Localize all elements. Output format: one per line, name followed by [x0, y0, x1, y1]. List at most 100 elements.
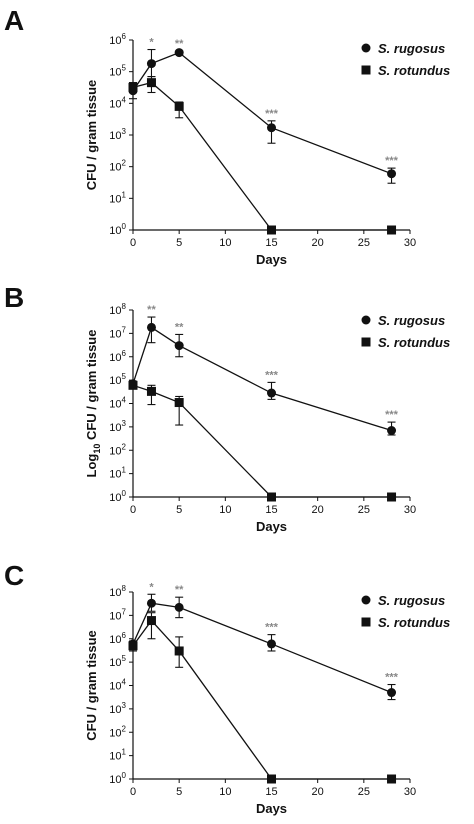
- panel-b-y-tick-base: 10: [109, 328, 121, 340]
- panel-c-y-tick-base: 10: [109, 657, 121, 669]
- panel-b-y-tick-base: 10: [109, 305, 121, 317]
- panel-a-y-tick-exponent: 4: [122, 95, 127, 104]
- panel-c-y-tick-exponent: 7: [122, 607, 127, 616]
- panel-b-y-tick-exponent: 5: [122, 372, 127, 381]
- panel-b-series-rugosus-line: [132, 326, 392, 432]
- panel-b-y-tick-base: 10: [109, 445, 121, 457]
- panel-a-y-axis-label: CFU / gram tissue: [84, 80, 99, 191]
- panel-c-letter: C: [4, 560, 24, 591]
- panel-b-series-rotundus-point: [267, 492, 276, 502]
- panel-c-legend-label: S. rotundus: [378, 615, 450, 630]
- panel-c-x-axis-label: Days: [256, 801, 287, 816]
- panel-a-series-rotundus-point: [174, 101, 184, 111]
- panel-c-y-tick-label: 100: [109, 771, 126, 786]
- panel-a-y-tick-label: 106: [109, 32, 126, 47]
- panel-b-y-tick-exponent: 6: [122, 349, 127, 358]
- panel-c-y-tick-label: 107: [109, 607, 126, 622]
- panel-b-x-axis-label: Days: [256, 519, 287, 534]
- panel-c-y-tick-base: 10: [109, 774, 121, 786]
- panel-b-series-rotundus-line: [132, 384, 392, 498]
- panel-c-y-tick-base: 10: [109, 681, 121, 693]
- panel-a-series-rotundus-line: [132, 81, 392, 231]
- panel-a-x-tick-label: 30: [404, 237, 416, 249]
- panel-b-y-tick-exponent: 8: [122, 302, 127, 311]
- panel-b-y-tick-label: 104: [109, 396, 126, 411]
- panel-b-significance-label: ***: [265, 369, 279, 381]
- panel-b-y-tick-base: 10: [109, 352, 121, 364]
- panel-b-x-tick-label: 0: [130, 504, 136, 516]
- panel-c-y-tick-label: 104: [109, 678, 126, 693]
- panel-a-legend-marker-rugosus: [361, 43, 371, 53]
- panel-b-legend-marker-rotundus: [361, 337, 371, 347]
- panel-b-y-tick-base: 10: [109, 399, 121, 411]
- panel-a-significance-label: *: [149, 37, 154, 49]
- panel-c-y-tick-label: 101: [109, 748, 126, 763]
- panel-a-letter: A: [4, 5, 24, 36]
- panel-c-y-tick-base: 10: [109, 727, 121, 739]
- panel-c-y-tick-exponent: 1: [122, 748, 127, 757]
- panel-a-y-tick-exponent: 5: [122, 64, 127, 73]
- panel-b-series-rotundus-point: [146, 386, 156, 396]
- panel-c-series-rugosus-point: [267, 639, 276, 649]
- panel-c-y-tick-label: 103: [109, 701, 126, 716]
- panel-a-x-tick-label: 20: [312, 237, 324, 249]
- panel-b-y-tick-base: 10: [109, 422, 121, 434]
- panel-a-legend-marker-rotundus: [361, 65, 371, 75]
- panel-c-x-tick-label: 30: [404, 786, 416, 798]
- panel-b-y-tick-label: 103: [109, 419, 126, 434]
- panel-a-y-tick-base: 10: [109, 67, 121, 79]
- panel-b-y-tick-label: 102: [109, 442, 126, 457]
- panel-b-significance-label: **: [175, 321, 184, 333]
- panel-b-x-tick-label: 25: [358, 504, 370, 516]
- panel-c-significance-label: **: [175, 584, 184, 596]
- panel-c-series-rotundus-point: [387, 774, 397, 784]
- panel-c-y-tick-label: 108: [109, 584, 126, 599]
- panel-a-y-tick-exponent: 3: [122, 127, 127, 136]
- panel-a-y-tick-exponent: 0: [122, 222, 127, 231]
- panel-b-x-tick-label: 5: [176, 504, 182, 516]
- panel-a-legend-label: S. rugosus: [378, 41, 445, 56]
- panel-c-series-rotundus-point: [267, 774, 276, 784]
- panel-c-y-tick-exponent: 8: [122, 584, 127, 593]
- panel-a-series-rugosus-point: [174, 48, 184, 58]
- panel-b-series-rotundus-point: [387, 492, 397, 502]
- panel-a-series-rugosus-point: [387, 169, 397, 179]
- panel-b-y-tick-label: 108: [109, 302, 126, 317]
- panel-a-y-tick-exponent: 6: [122, 32, 127, 41]
- panel-b-legend-marker-rugosus: [361, 315, 371, 325]
- panel-b-series-rugosus-point: [267, 388, 276, 398]
- panel-c-x-tick-label: 0: [130, 786, 136, 798]
- panel-c-y-tick-label: 106: [109, 631, 126, 646]
- panel-a-y-tick-base: 10: [109, 193, 121, 205]
- panel-c-y-tick-base: 10: [109, 610, 121, 622]
- panel-b-series-rotundus-point: [174, 398, 184, 408]
- panel-c-legend-marker-rugosus: [361, 595, 371, 605]
- panel-c-legend-label: S. rugosus: [378, 593, 445, 608]
- panel-b-x-tick-label: 20: [312, 504, 324, 516]
- panel-a-y-tick-label: 102: [109, 159, 126, 174]
- panel-b-letter: B: [4, 282, 24, 313]
- panel-c-y-tick-exponent: 4: [122, 678, 127, 687]
- panel-b-y-axis-label-pre: Log: [84, 454, 99, 478]
- panel-b-significance-label: ***: [385, 409, 399, 421]
- panel-a-x-tick-label: 0: [130, 237, 136, 249]
- panel-b-y-tick-label: 105: [109, 372, 126, 387]
- panel-a-y-tick-base: 10: [109, 98, 121, 110]
- panel-a-x-tick-label: 10: [219, 237, 231, 249]
- panel-b-y-tick-exponent: 0: [122, 489, 127, 498]
- panel-c-series-rotundus-point: [146, 616, 156, 626]
- panel-b-y-tick-exponent: 7: [122, 325, 127, 334]
- panel-a-y-tick-label: 101: [109, 190, 126, 205]
- panel-c-y-tick-label: 102: [109, 724, 126, 739]
- panel-b-series-rotundus-point: [128, 380, 138, 390]
- panel-c-x-tick-label: 10: [219, 786, 231, 798]
- panel-b-y-tick-base: 10: [109, 375, 121, 387]
- panel-c-x-tick-label: 15: [265, 786, 277, 798]
- panel-a-series-rotundus-point: [146, 78, 156, 88]
- panel-a-series-rotundus-point: [387, 225, 397, 235]
- panel-a-y-tick-label: 100: [109, 222, 126, 237]
- panel-c-x-tick-label: 20: [312, 786, 324, 798]
- panel-a-x-tick-label: 5: [176, 237, 182, 249]
- panel-c-y-tick-base: 10: [109, 704, 121, 716]
